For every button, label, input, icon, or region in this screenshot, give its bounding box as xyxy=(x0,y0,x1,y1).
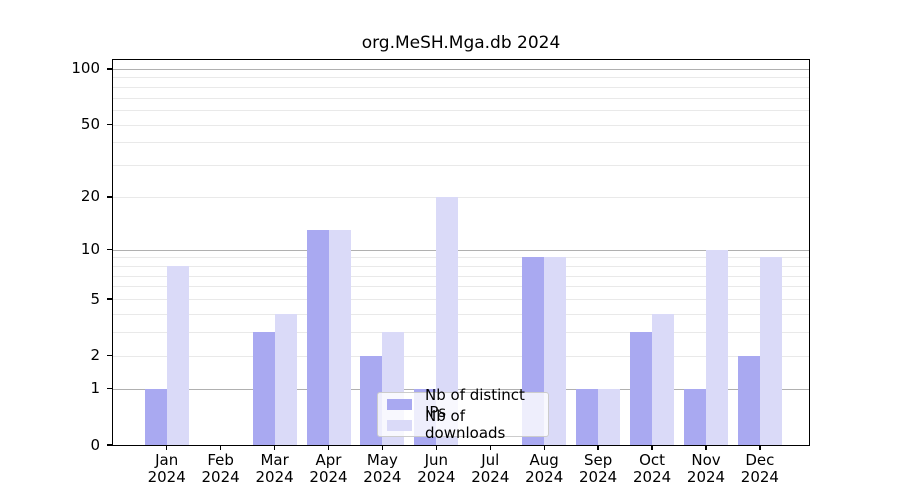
x-axis-tick xyxy=(543,445,545,450)
legend-label-distinct-ips: Nb of distinct IPs xyxy=(425,386,525,421)
x-axis-tick-label: May 2024 xyxy=(363,451,402,486)
x-axis-tick xyxy=(435,445,437,450)
x-axis-tick-label: Aug 2024 xyxy=(525,451,564,486)
major-gridline xyxy=(113,68,809,70)
legend-swatch-downloads xyxy=(387,419,412,431)
minor-gridline xyxy=(113,275,809,277)
x-axis-tick xyxy=(489,445,491,450)
bar-nb-of-downloads-dec-2024 xyxy=(759,257,782,445)
y-axis-tick-label: 0 xyxy=(90,435,100,454)
minor-gridline xyxy=(113,124,809,126)
x-axis-tick-label: Apr 2024 xyxy=(309,451,348,486)
minor-gridline xyxy=(113,165,809,167)
y-axis-tick-label: 2 xyxy=(90,346,100,364)
bar-nb-of-distinct-ips-dec-2024 xyxy=(737,355,760,445)
major-gridline xyxy=(113,388,809,390)
y-axis-tick xyxy=(107,444,112,446)
minor-gridline xyxy=(113,355,809,357)
x-axis-tick-label: Jul 2024 xyxy=(471,451,510,486)
bar-nb-of-downloads-oct-2024 xyxy=(652,313,675,445)
bar-nb-of-distinct-ips-sep-2024 xyxy=(576,388,599,445)
bar-nb-of-downloads-mar-2024 xyxy=(274,313,297,445)
bar-nb-of-distinct-ips-jan-2024 xyxy=(144,388,167,445)
chart-title: org.MeSH.Mga.db 2024 xyxy=(361,33,561,53)
legend-label-downloads: Nb of downloads xyxy=(425,407,506,442)
y-axis-tick xyxy=(107,298,112,300)
x-axis-tick-label: Sep 2024 xyxy=(579,451,618,486)
legend: Nb of distinct IPs Nb of downloads xyxy=(377,387,549,442)
x-axis-tick xyxy=(327,445,330,450)
minor-gridline xyxy=(113,196,809,198)
x-axis-tick-label: Jun 2024 xyxy=(417,451,456,486)
x-axis-tick xyxy=(705,445,707,450)
bar-nb-of-distinct-ips-mar-2024 xyxy=(252,332,275,445)
bar-nb-of-downloads-jan-2024 xyxy=(166,265,189,445)
bar-nb-of-downloads-aug-2024 xyxy=(544,257,567,445)
y-axis-tick xyxy=(107,196,112,198)
y-axis-tick-label: 50 xyxy=(80,115,100,134)
x-axis-tick xyxy=(597,445,599,450)
x-axis-tick-label: Jan 2024 xyxy=(147,451,186,486)
minor-gridline xyxy=(113,142,809,144)
bar-nb-of-downloads-jun-2024 xyxy=(436,196,459,445)
x-axis-tick xyxy=(166,445,168,450)
y-axis-tick-label: 5 xyxy=(90,289,100,308)
minor-gridline xyxy=(113,97,809,99)
minor-gridline xyxy=(113,265,809,267)
x-axis-tick xyxy=(759,445,761,450)
bar-nb-of-downloads-nov-2024 xyxy=(706,249,728,445)
bar-nb-of-downloads-sep-2024 xyxy=(598,388,621,445)
x-axis-tick-label: Dec 2024 xyxy=(740,451,779,486)
x-axis-tick xyxy=(219,445,222,450)
y-axis-tick xyxy=(107,387,112,390)
x-axis-tick-label: Feb 2024 xyxy=(201,451,240,486)
major-gridline xyxy=(113,249,809,251)
minor-gridline xyxy=(113,86,809,88)
y-axis-tick-label: 1 xyxy=(90,379,100,397)
minor-gridline xyxy=(113,286,809,288)
y-axis-tick-label: 20 xyxy=(80,187,100,206)
bar-nb-of-distinct-ips-nov-2024 xyxy=(684,388,706,445)
x-axis-tick-label: Mar 2024 xyxy=(255,451,294,486)
y-axis-tick-label: 100 xyxy=(71,59,100,78)
legend-item-downloads: Nb of downloads xyxy=(378,408,548,442)
x-axis-tick xyxy=(381,445,384,450)
bar-nb-of-distinct-ips-oct-2024 xyxy=(630,332,653,445)
y-axis-tick xyxy=(107,354,112,357)
minor-gridline xyxy=(113,257,809,259)
legend-item-distinct-ips: Nb of distinct IPs xyxy=(378,387,548,421)
x-axis-tick-label: Nov 2024 xyxy=(686,451,726,486)
y-axis-tick-label: 10 xyxy=(80,240,100,259)
bar-nb-of-distinct-ips-may-2024 xyxy=(360,355,383,445)
bar-nb-of-downloads-apr-2024 xyxy=(328,229,351,445)
minor-gridline xyxy=(113,299,809,300)
minor-gridline xyxy=(113,110,809,111)
x-axis-tick xyxy=(651,445,653,450)
y-axis-tick xyxy=(107,68,112,70)
legend-swatch-distinct-ips xyxy=(387,398,412,410)
x-axis-tick-label: Oct 2024 xyxy=(633,451,672,486)
bar-nb-of-distinct-ips-apr-2024 xyxy=(306,229,329,445)
minor-gridline xyxy=(113,313,809,315)
y-axis-tick xyxy=(107,123,112,126)
y-axis-tick xyxy=(107,248,112,251)
minor-gridline xyxy=(113,77,809,79)
minor-gridline xyxy=(113,332,809,333)
x-axis-tick xyxy=(273,445,276,450)
